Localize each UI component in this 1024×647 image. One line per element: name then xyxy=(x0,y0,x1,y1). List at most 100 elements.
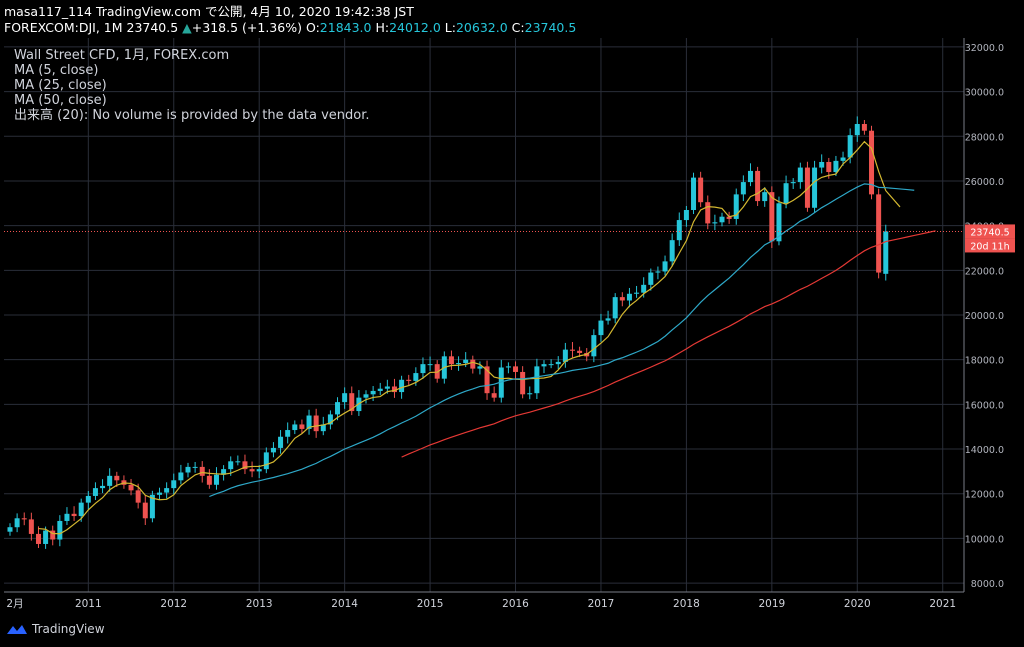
ma50-line xyxy=(401,230,936,458)
y-tick-label: 22000.0 xyxy=(965,266,1004,277)
legend-ma25[interactable]: MA (25, close) xyxy=(14,78,107,93)
candle-body xyxy=(769,192,775,242)
candle-body xyxy=(577,350,583,353)
candle-body xyxy=(263,452,269,470)
candle-body xyxy=(313,415,319,432)
tradingview-logo-icon xyxy=(7,625,27,634)
candle-body xyxy=(598,320,604,336)
candle-body xyxy=(21,518,27,520)
candle-body xyxy=(64,513,70,521)
candle-body xyxy=(114,475,120,481)
candle-body xyxy=(28,519,34,534)
candle-body xyxy=(869,130,875,195)
candle-body xyxy=(78,502,84,517)
x-tick-label: 2月 xyxy=(6,598,23,610)
y-tick-label: 8000.0 xyxy=(971,579,1004,590)
high-value: 24012.0 xyxy=(389,20,441,35)
legend-volume[interactable]: 出来高 (20): No volume is provided by the d… xyxy=(14,108,370,123)
candle-body xyxy=(71,513,77,517)
candle-body xyxy=(391,386,397,393)
candle-body xyxy=(719,216,725,223)
candle-body xyxy=(57,520,63,540)
candle-body xyxy=(270,447,276,453)
candle-body xyxy=(740,182,746,195)
candle-body xyxy=(804,167,810,208)
candle-body xyxy=(149,494,155,519)
candle-body xyxy=(555,361,561,365)
candle-body xyxy=(705,202,711,224)
candle-body xyxy=(278,436,284,448)
candle-body xyxy=(819,161,825,168)
legend-title[interactable]: Wall Street CFD, 1月, FOREX.com xyxy=(14,48,230,63)
candle-body xyxy=(755,170,761,202)
candle-body xyxy=(783,183,789,204)
indicator-legend: Wall Street CFD, 1月, FOREX.com MA (5, cl… xyxy=(14,48,370,123)
candle-body xyxy=(14,518,20,528)
candle-body xyxy=(591,335,597,357)
y-tick-label: 32000.0 xyxy=(965,43,1004,54)
x-tick-label: 2020 xyxy=(844,598,871,610)
tradingview-brand[interactable]: TradingView xyxy=(6,622,105,636)
high-label: H: xyxy=(375,20,390,35)
candle-body xyxy=(876,194,882,273)
candle-body xyxy=(790,182,796,184)
candle-body xyxy=(569,349,575,351)
candle-body xyxy=(384,386,390,389)
y-tick-label: 10000.0 xyxy=(965,534,1004,545)
x-tick-label: 2013 xyxy=(246,598,273,610)
candle-body xyxy=(399,379,405,393)
x-tick-label: 2021 xyxy=(929,598,956,610)
candle-body xyxy=(619,297,625,301)
open-label: O: xyxy=(305,20,320,35)
candle-body xyxy=(292,424,298,431)
candle-body xyxy=(527,393,533,395)
candle-body xyxy=(242,461,248,470)
candle-body xyxy=(185,466,191,473)
candle-body xyxy=(470,359,476,369)
candle-body xyxy=(377,388,383,391)
candle-body xyxy=(349,393,355,412)
candle-body xyxy=(135,490,141,503)
candle-body xyxy=(534,366,540,394)
candle-body xyxy=(142,502,148,519)
candle-body xyxy=(641,284,647,293)
candle-body xyxy=(477,366,483,369)
y-tick-label: 20000.0 xyxy=(965,311,1004,322)
candle-body xyxy=(655,271,661,273)
candle-body xyxy=(733,194,739,219)
candle-body xyxy=(35,533,41,544)
candle-body xyxy=(456,363,462,365)
candle-body xyxy=(192,466,198,468)
candle-body xyxy=(605,318,611,321)
candle-body xyxy=(840,157,846,161)
candle-body xyxy=(548,364,554,366)
candle-body xyxy=(861,124,867,131)
x-tick-label: 2014 xyxy=(331,598,358,610)
candle-body xyxy=(157,492,163,495)
candle-body xyxy=(833,160,839,173)
candle-body xyxy=(85,495,91,503)
legend-ma5[interactable]: MA (5, close) xyxy=(14,63,99,78)
candle-body xyxy=(164,488,170,493)
candle-body xyxy=(484,366,490,394)
candle-body xyxy=(206,475,212,485)
candle-body xyxy=(520,371,526,395)
x-tick-label: 2019 xyxy=(758,598,785,610)
candle-body xyxy=(883,231,889,274)
legend-ma50[interactable]: MA (50, close) xyxy=(14,93,107,108)
candle-body xyxy=(463,359,469,364)
low-label: L: xyxy=(444,20,456,35)
candle-body xyxy=(669,240,675,262)
x-tick-label: 2012 xyxy=(160,598,187,610)
candle-body xyxy=(100,485,106,489)
candle-body xyxy=(505,366,511,368)
candle-body xyxy=(7,527,13,532)
candle-body xyxy=(228,461,234,470)
ma25-line xyxy=(209,183,915,498)
candle-body xyxy=(491,393,497,398)
candle-body xyxy=(797,167,803,183)
candle-body xyxy=(171,480,177,489)
open-value: 21843.0 xyxy=(319,20,372,35)
candle-body xyxy=(327,414,333,425)
